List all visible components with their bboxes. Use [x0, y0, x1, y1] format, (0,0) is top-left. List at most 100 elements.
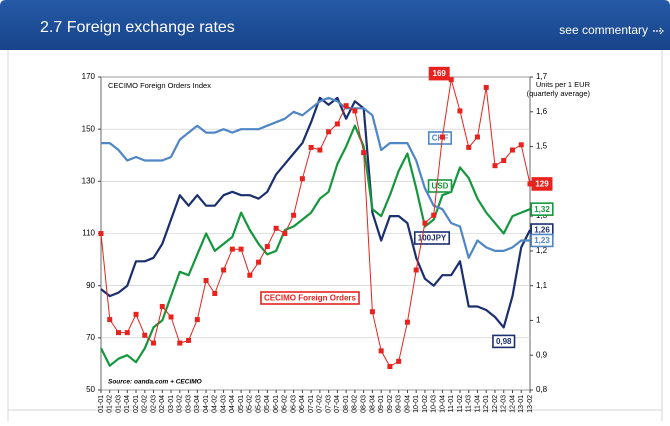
marker	[116, 330, 122, 336]
marker	[483, 84, 489, 90]
marker	[308, 144, 314, 150]
marker	[326, 129, 332, 135]
y2-tick-label: 1,1	[536, 281, 548, 290]
y-tick-label: 130	[82, 176, 96, 185]
marker	[387, 364, 393, 370]
marker	[509, 147, 515, 153]
marker	[247, 272, 253, 278]
series-name-group: 100JPY	[413, 231, 451, 245]
y-tick-label: 170	[82, 72, 96, 81]
series-name: USD	[432, 182, 449, 191]
x-tick-label: 07-03	[325, 395, 332, 413]
data-label-box	[530, 202, 554, 216]
x-tick-label: 08-02	[352, 395, 359, 413]
marker	[273, 225, 279, 231]
x-tick-label: 08-04	[369, 395, 376, 413]
x-tick-label: 04-02	[212, 395, 219, 413]
data-label-box	[531, 177, 553, 191]
series-name: 100JPY	[418, 234, 447, 243]
series-name: CECIMO Foreign Orders	[264, 294, 357, 303]
y2-tick-label: 1,5	[536, 142, 548, 151]
marker	[439, 134, 445, 140]
y-tick-label: 70	[86, 333, 95, 342]
x-tick-label: 03-01	[168, 395, 175, 413]
marker	[361, 150, 367, 156]
x-tick-label: 02-03	[150, 395, 157, 413]
x-tick-label: 01-02	[107, 395, 114, 413]
data-label: 1,32	[534, 205, 550, 214]
data-label: 169	[433, 69, 447, 78]
y-tick-label: 50	[86, 385, 95, 394]
x-tick-label: 06-03	[290, 395, 297, 413]
marker	[264, 244, 270, 250]
x-tick-label: 09-02	[387, 395, 394, 413]
series-line	[100, 124, 531, 367]
x-tick-label: 05-04	[264, 395, 271, 413]
x-tick-label: 07-02	[317, 395, 324, 413]
x-tick-label: 06-01	[273, 395, 280, 413]
marker	[448, 77, 454, 83]
marker	[518, 142, 524, 148]
x-tick-label: 13-02	[527, 395, 534, 413]
x-tick-label: 05-01	[238, 395, 245, 413]
y2-axis-label: (quarterly average)	[527, 89, 591, 98]
commentary-link[interactable]: see commentary	[559, 23, 648, 37]
x-tick-label: 04-04	[229, 395, 236, 413]
x-tick-label: 10-03	[431, 395, 438, 413]
marker	[151, 340, 157, 346]
data-label-group: 1,32	[530, 202, 554, 216]
x-tick-label: 12-01	[483, 395, 490, 413]
marker	[124, 330, 130, 336]
marker	[343, 103, 349, 109]
y2-tick-label: 1,6	[536, 107, 548, 116]
series-name-box	[427, 179, 453, 193]
x-tick-label: 07-04	[334, 395, 341, 413]
x-tick-label: 08-01	[343, 395, 350, 413]
marker	[221, 267, 227, 273]
series-name-box	[413, 231, 451, 245]
y2-axis-label: Units per 1 EUR	[536, 80, 591, 89]
x-tick-label: 04-01	[203, 395, 210, 413]
link-arrow	[653, 27, 664, 35]
marker	[492, 163, 498, 169]
x-tick-label: 06-02	[282, 395, 289, 413]
y2-tick-label: 1	[536, 316, 541, 325]
y2-tick-label: 1,7	[536, 72, 548, 81]
y-tick-label: 90	[86, 281, 95, 290]
source-note: Source: oanda.com + CECIMO	[108, 379, 202, 386]
marker	[396, 358, 402, 364]
x-tick-label: 12-03	[501, 395, 508, 413]
marker	[142, 332, 148, 338]
x-tick-label: 11-04	[474, 395, 481, 412]
x-tick-label: 09-03	[396, 395, 403, 413]
x-tick-label: 11-03	[466, 395, 473, 412]
series-line	[100, 79, 531, 367]
x-tick-label: 05-03	[255, 395, 262, 413]
data-label-box	[530, 233, 554, 248]
x-tick-label: 08-03	[360, 395, 367, 413]
marker	[282, 231, 288, 236]
marker	[369, 309, 375, 315]
data-label-group: 0,98	[492, 334, 516, 349]
marker	[238, 246, 244, 252]
x-tick-label: 06-04	[299, 395, 306, 413]
x-tick-label: 09-01	[378, 395, 385, 413]
data-label: 1,23	[534, 236, 550, 245]
x-tick-label: 02-02	[142, 395, 149, 413]
marker	[527, 181, 533, 187]
x-tick-label: 07-01	[308, 395, 315, 413]
marker	[168, 314, 174, 320]
x-tick-label: 01-03	[115, 395, 122, 413]
y-tick-label: 110	[82, 229, 95, 238]
y-tick-label: 150	[82, 124, 96, 133]
data-label-group: 1,26	[530, 223, 554, 237]
data-label: 1,26	[534, 226, 550, 235]
series-name-box	[260, 291, 360, 305]
y2-tick-label: 1,2	[536, 246, 548, 255]
data-label-box	[428, 66, 450, 81]
x-tick-label: 05-02	[247, 395, 254, 413]
marker	[133, 311, 139, 317]
marker	[177, 340, 183, 346]
data-label: 0,98	[496, 337, 512, 346]
marker	[98, 231, 104, 236]
